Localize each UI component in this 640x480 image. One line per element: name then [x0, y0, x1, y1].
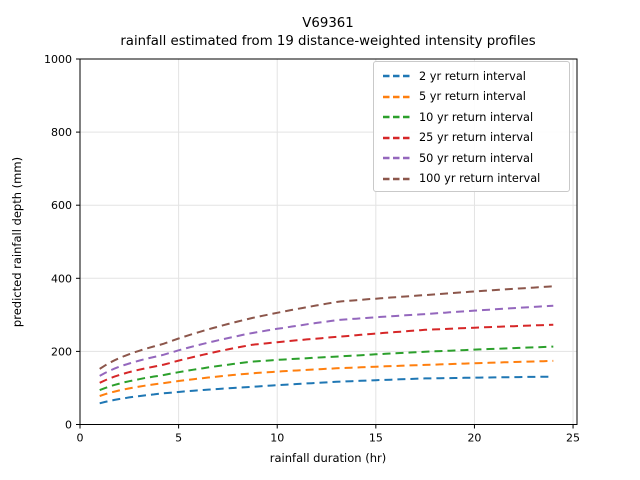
y-axis-label: predicted rainfall depth (mm)	[10, 157, 24, 327]
tick-marks-and-labels: 0 5 10 15 20 25 0 200 400 600 800 1000	[44, 53, 580, 445]
legend-item-label: 5 yr return interval	[419, 90, 526, 104]
plot-border	[79, 58, 578, 425]
legend-line-sample	[383, 177, 411, 180]
x-tick-label: 15	[369, 432, 383, 445]
series-line-2yr	[99, 375, 554, 405]
y-tick-label: 400	[51, 272, 72, 285]
legend-item-5yr: 5 yr return interval	[383, 87, 569, 108]
legend-item-label: 10 yr return interval	[419, 110, 534, 124]
legend-item-label: 50 yr return interval	[419, 151, 534, 165]
x-tick-label: 10	[270, 432, 284, 445]
series-line-25yr	[99, 323, 554, 384]
legend-item-label: 2 yr return interval	[419, 69, 526, 83]
legend-item-label: 25 yr return interval	[419, 131, 534, 145]
x-axis-label: rainfall duration (hr)	[270, 451, 386, 465]
y-tick-label: 600	[51, 199, 72, 212]
chart-subtitle: rainfall estimated from 19 distance-weig…	[120, 34, 535, 49]
legend: 2 yr return interval 5 yr return interval…	[373, 61, 570, 192]
legend-item-label: 100 yr return interval	[419, 172, 541, 186]
chart-title: V69361	[302, 16, 353, 31]
legend-line-sample	[383, 75, 411, 78]
x-tick-label: 5	[175, 432, 182, 445]
series-line-50yr	[99, 304, 554, 377]
series-line-100yr	[99, 285, 554, 370]
y-tick-label: 200	[51, 345, 72, 358]
x-tick-label: 20	[467, 432, 481, 445]
legend-line-sample	[383, 116, 411, 119]
y-tick-label: 0	[65, 419, 72, 432]
legend-item-25yr: 25 yr return interval	[383, 128, 569, 149]
legend-item-100yr: 100 yr return interval	[383, 169, 569, 190]
legend-line-sample	[383, 95, 411, 98]
legend-item-2yr: 2 yr return interval	[383, 66, 569, 87]
legend-item-10yr: 10 yr return interval	[383, 107, 569, 128]
legend-item-50yr: 50 yr return interval	[383, 148, 569, 169]
axes-frame	[79, 58, 578, 425]
legend-line-sample	[383, 157, 411, 160]
x-tick-label: 0	[77, 432, 84, 445]
data-series-lines	[99, 285, 554, 405]
series-line-10yr	[99, 345, 554, 392]
x-tick-label: 25	[566, 432, 580, 445]
legend-line-sample	[383, 136, 411, 139]
y-tick-label: 1000	[44, 53, 72, 66]
y-tick-label: 800	[51, 126, 72, 139]
series-line-5yr	[99, 359, 554, 397]
